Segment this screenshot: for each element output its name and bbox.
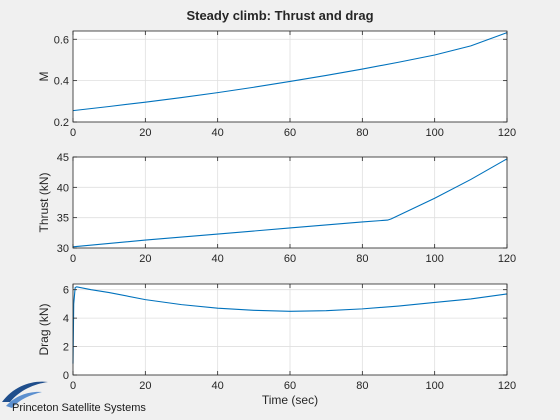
- x-tick-label: 60: [284, 127, 296, 139]
- x-tick-label: 80: [356, 127, 368, 139]
- x-tick-label: 100: [425, 253, 443, 265]
- x-tick-label: 40: [212, 253, 224, 265]
- y-tick-label: 0.2: [54, 117, 69, 129]
- x-tick-label: 40: [212, 127, 224, 139]
- x-tick-label: 100: [425, 380, 443, 392]
- y-axis-label: Drag (kN): [37, 303, 51, 355]
- x-tick-label: 80: [356, 380, 368, 392]
- psss-logo: Princeton Satellite Systems: [2, 381, 146, 414]
- x-tick-label: 80: [356, 253, 368, 265]
- subplot-2: 0 20 40 60 80 100 120 30 35 40 45 Thrust (kN): [37, 152, 516, 265]
- y-tick-label: 6: [63, 285, 69, 297]
- x-tick-label: 60: [284, 253, 296, 265]
- x-tick-label: 120: [498, 127, 516, 139]
- x-tick-label: 120: [498, 253, 516, 265]
- y-tick-label: 30: [57, 243, 69, 255]
- y-tick-label: 0: [63, 370, 69, 382]
- figure-title: Steady climb: Thrust and drag: [186, 8, 373, 23]
- subplot-3: 0 20 40 60 80 100 120 0 2 4 6 Drag (kN) Time (sec): [37, 283, 516, 407]
- x-tick-label: 0: [70, 253, 76, 265]
- subplot-1: 0 20 40 60 80 100 120 0.2 0.4 0.6 M: [37, 30, 516, 139]
- x-tick-label: 120: [498, 380, 516, 392]
- x-tick-label: 20: [139, 380, 151, 392]
- y-tick-label: 2: [63, 342, 69, 354]
- y-axis-label: Thrust (kN): [37, 172, 51, 232]
- logo-text: Princeton Satellite Systems: [12, 402, 146, 414]
- x-tick-label: 40: [212, 380, 224, 392]
- series-line: [72, 286, 508, 364]
- y-tick-label: 0.6: [54, 34, 69, 46]
- y-tick-label: 45: [57, 152, 69, 164]
- x-tick-label: 20: [139, 253, 151, 265]
- series-line: [72, 158, 508, 248]
- x-tick-label: 0: [70, 380, 76, 392]
- y-tick-label: 40: [57, 182, 69, 194]
- x-tick-label: 20: [139, 127, 151, 139]
- x-tick-label: 60: [284, 380, 296, 392]
- x-tick-label: 100: [425, 127, 443, 139]
- y-axis-label: M: [37, 72, 51, 82]
- y-tick-label: 0.4: [54, 76, 69, 88]
- x-tick-label: 0: [70, 127, 76, 139]
- series-line: [72, 32, 508, 112]
- y-tick-label: 35: [57, 213, 69, 225]
- x-axis-label: Time (sec): [262, 393, 318, 407]
- y-tick-label: 4: [63, 313, 69, 325]
- swoosh-icon: [2, 381, 48, 408]
